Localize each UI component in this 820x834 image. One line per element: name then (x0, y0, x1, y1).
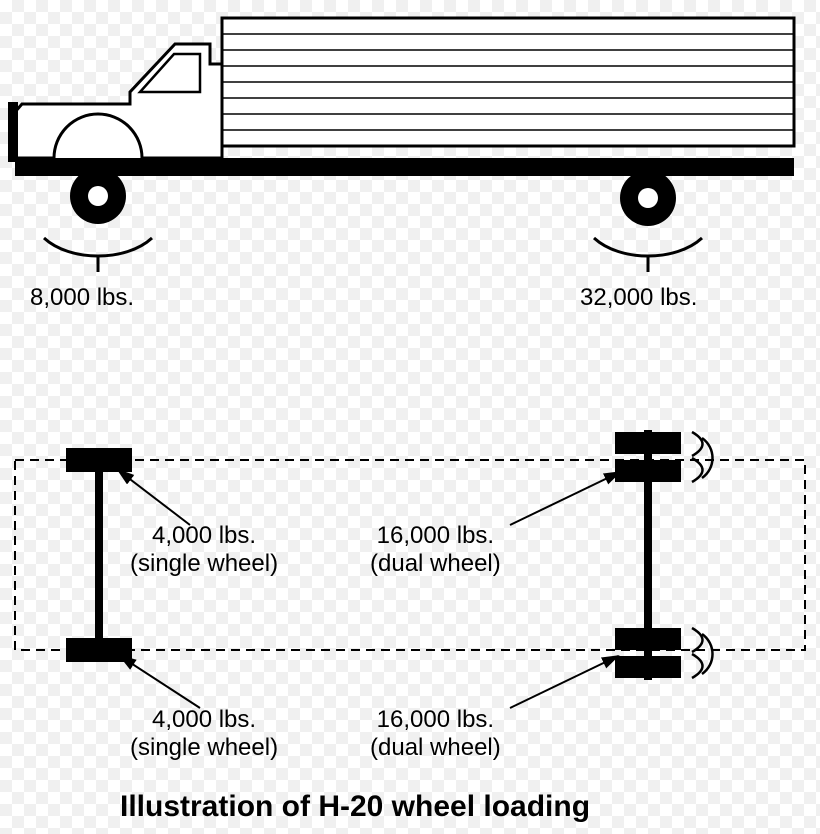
front-wheel-upper-value: 4,000 lbs. (152, 522, 256, 549)
rear-wheel-upper-value: 16,000 lbs. (377, 522, 494, 549)
rear-wheel-lower-value: 16,000 lbs. (377, 706, 494, 733)
front-wheel-lower-type: (single wheel) (130, 734, 278, 761)
diagram-title: Illustration of H-20 wheel loading (120, 790, 590, 824)
front-wheel-lower-load: 4,000 lbs. (single wheel) (130, 706, 278, 762)
rear-wheel-upper-type: (dual wheel) (370, 550, 501, 577)
rear-axle-total-label: 32,000 lbs. (580, 284, 697, 312)
front-wheel-lower-value: 4,000 lbs. (152, 706, 256, 733)
front-wheel-upper-type: (single wheel) (130, 550, 278, 577)
rear-axle (615, 430, 713, 680)
rear-wheel-upper-load: 16,000 lbs. (dual wheel) (370, 522, 501, 578)
rear-wheel-lower-type: (dual wheel) (370, 734, 501, 761)
front-wheel-upper-load: 4,000 lbs. (single wheel) (130, 522, 278, 578)
front-axle (66, 448, 132, 662)
front-axle-total-label: 8,000 lbs. (30, 284, 134, 312)
rear-wheel-lower-load: 16,000 lbs. (dual wheel) (370, 706, 501, 762)
truck-side-view (8, 18, 794, 272)
